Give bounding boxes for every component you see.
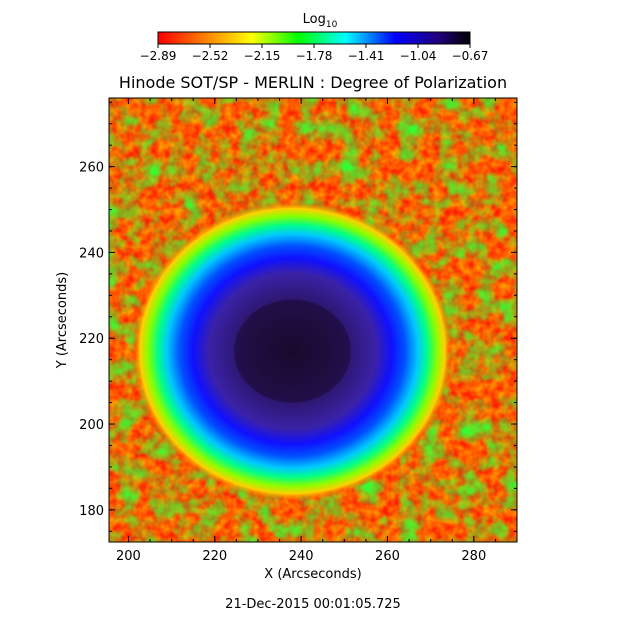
x-axis-label: X (Arcseconds) <box>264 567 361 582</box>
colorbar-tick-label: −0.67 <box>452 49 489 63</box>
colorbar-title-base: Log <box>303 12 326 27</box>
colorbar-tick-label: −2.52 <box>192 49 229 63</box>
y-axis-label: Y (Arcseconds) <box>55 272 70 369</box>
colorbar <box>157 31 471 45</box>
x-axis-ticks: 200 220 240 260 280 <box>116 98 496 564</box>
y-tick-label: 180 <box>79 504 104 519</box>
colorbar-tick-label: −2.89 <box>140 49 177 63</box>
x-tick-label: 260 <box>375 549 400 564</box>
colorbar-title-subscript: 10 <box>326 20 338 30</box>
colorbar-title: Log10 <box>303 12 338 30</box>
y-tick-label: 220 <box>79 332 104 347</box>
plot-frame <box>108 97 518 543</box>
x-tick-label: 200 <box>116 549 141 564</box>
x-tick-label: 240 <box>289 549 314 564</box>
timestamp: 21-Dec-2015 00:01:05.725 <box>225 597 401 612</box>
umbra <box>234 299 351 403</box>
heatmap-image <box>109 98 517 542</box>
y-tick-label: 200 <box>79 418 104 433</box>
colorbar-ticks: −2.89 −2.52 −2.15 −1.78 −1.41 −1.04 −0.67 <box>140 44 489 63</box>
chart-title: Hinode SOT/SP - MERLIN : Degree of Polar… <box>119 73 507 92</box>
colorbar-tick-label: −1.78 <box>296 49 333 63</box>
colorbar-tick-label: −1.04 <box>400 49 437 63</box>
y-axis-ticks: 180 200 220 240 260 <box>79 101 517 532</box>
colorbar-tick-label: −1.41 <box>348 49 385 63</box>
y-tick-label: 240 <box>79 246 104 261</box>
x-tick-label: 220 <box>202 549 227 564</box>
y-tick-label: 260 <box>79 161 104 176</box>
x-tick-label: 280 <box>461 549 486 564</box>
colorbar-tick-label: −2.15 <box>244 49 281 63</box>
